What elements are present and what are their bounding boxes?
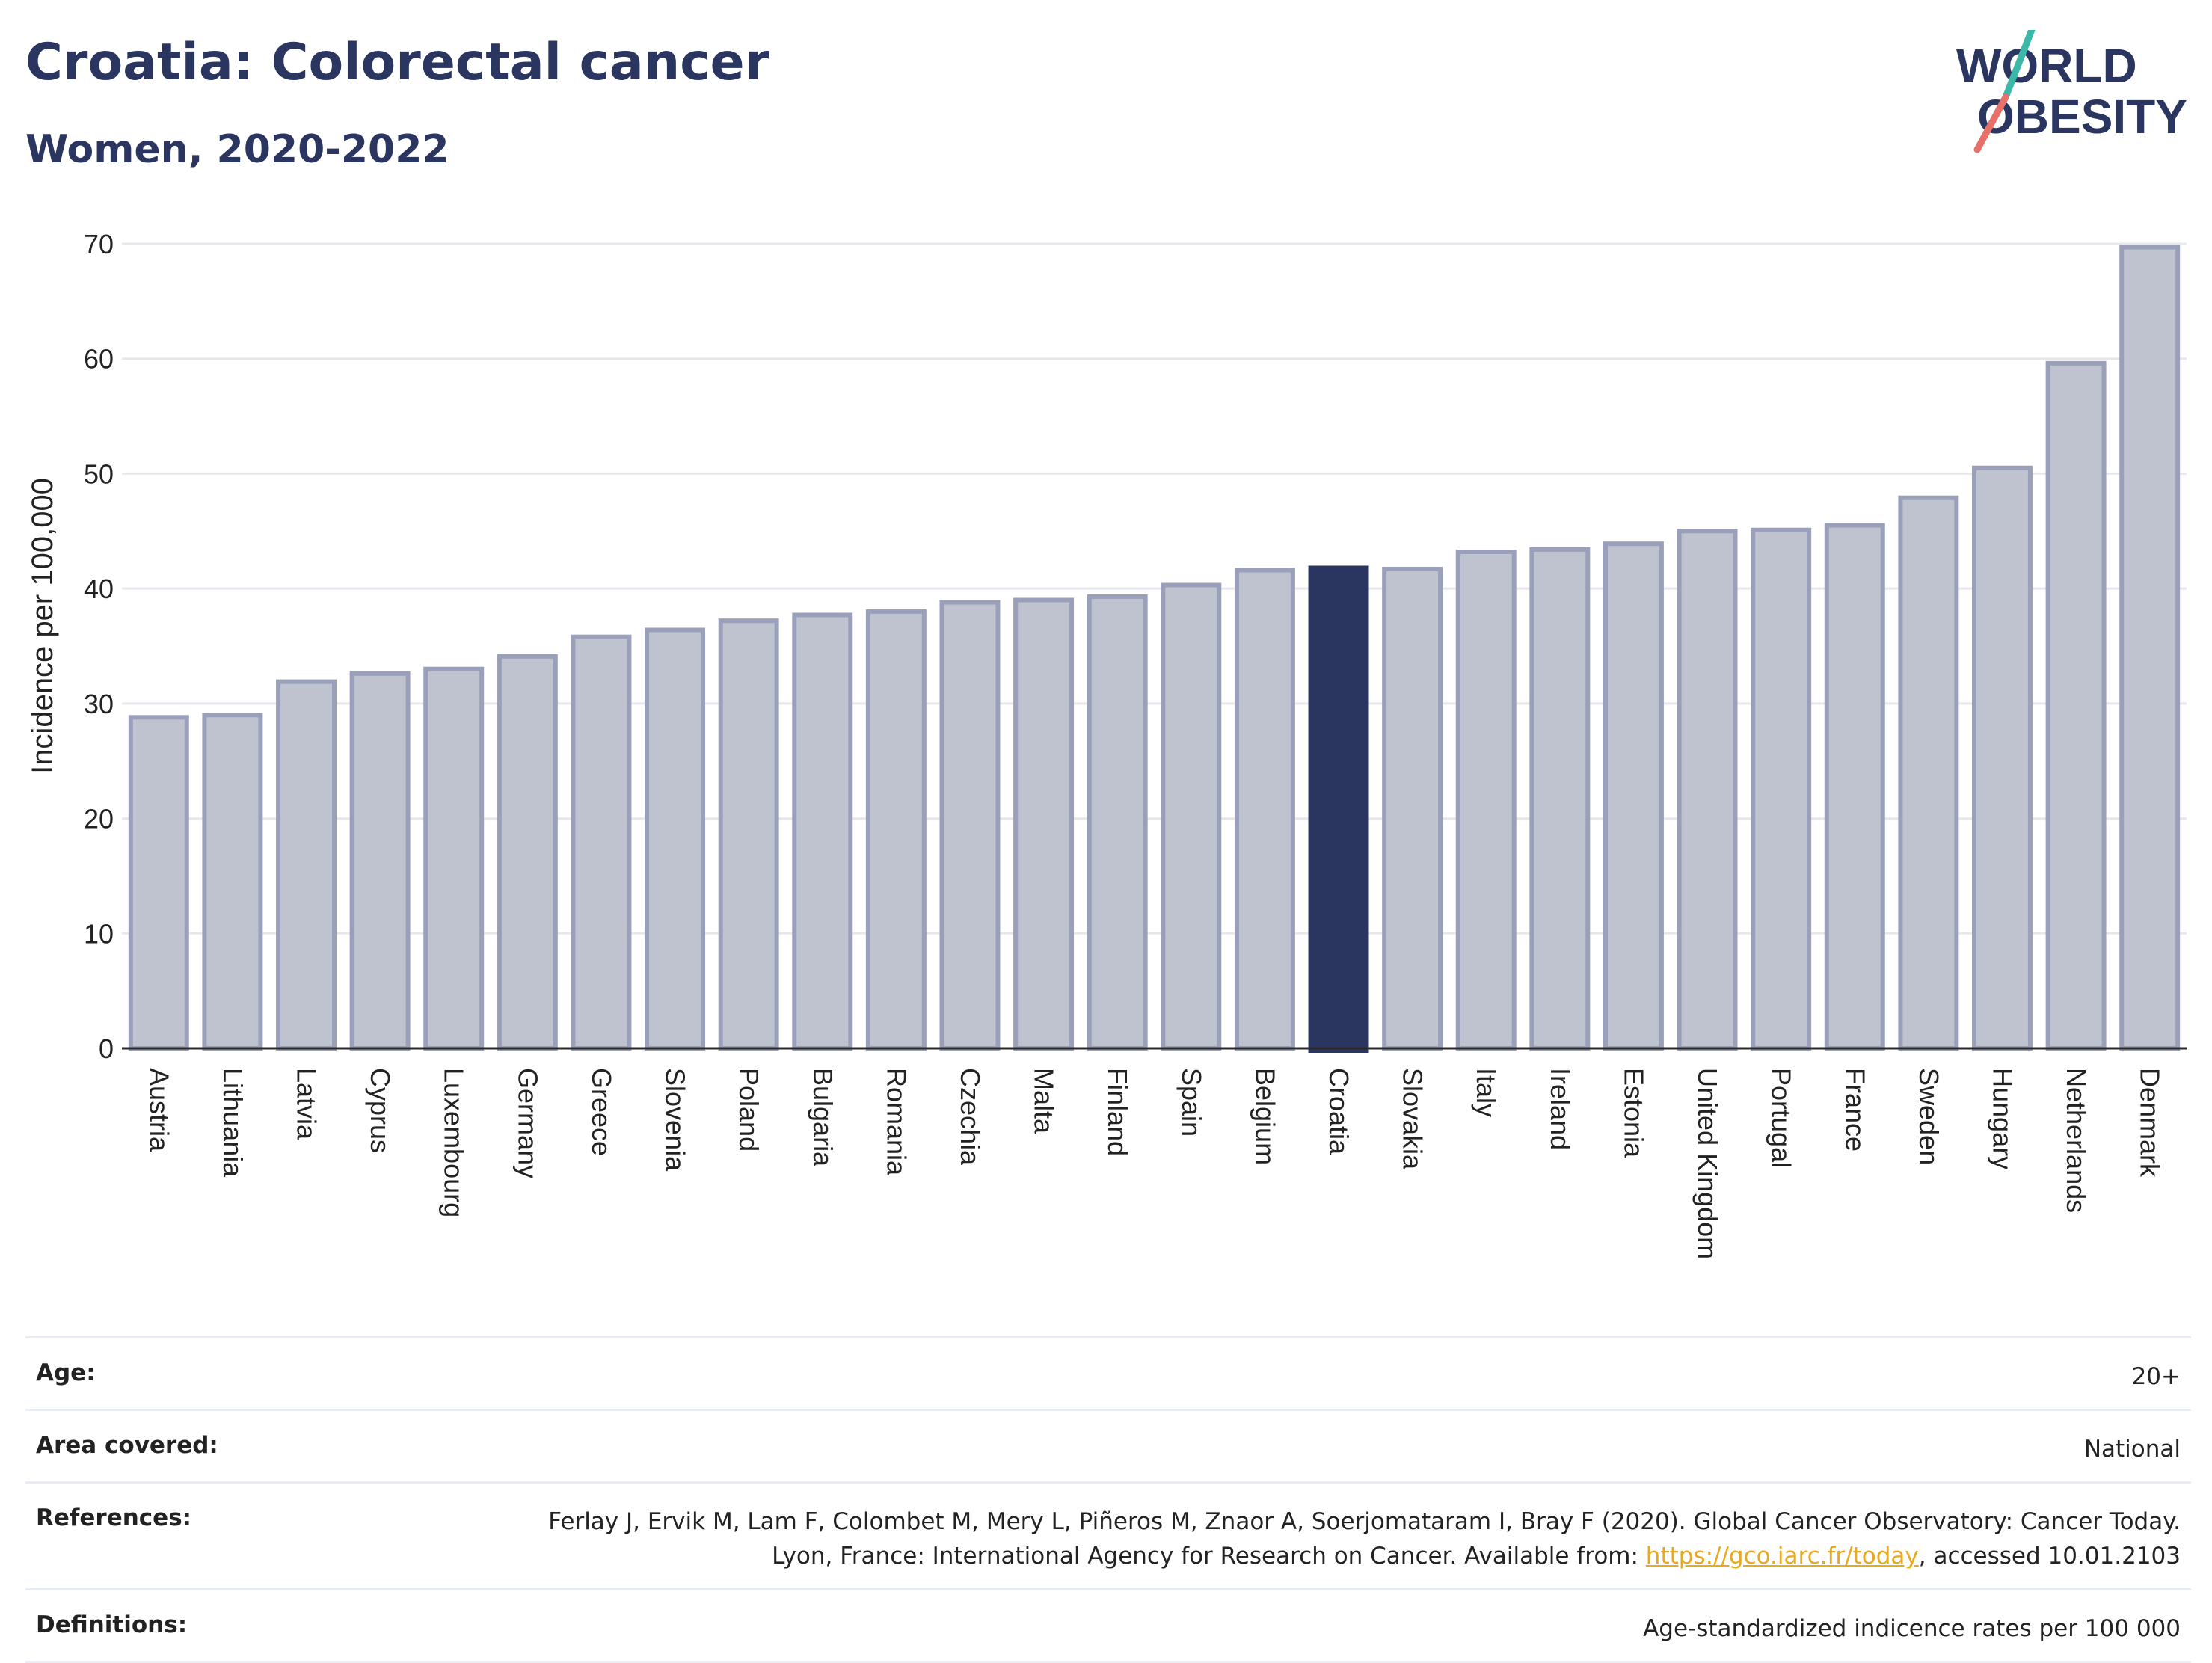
x-tick-label: Austria — [144, 1068, 174, 1152]
bar-denmark — [2119, 245, 2181, 1051]
x-tick-label: Lithuania — [218, 1068, 248, 1178]
y-tick-label: 30 — [84, 689, 114, 719]
definitions-label: Definitions: — [36, 1611, 188, 1638]
references-label: References: — [36, 1504, 192, 1531]
x-tick-label: Italy — [1471, 1068, 1502, 1117]
x-tick-label: Hungary — [1987, 1068, 2018, 1169]
area-value: National — [2083, 1436, 2181, 1463]
bar-spain — [1161, 582, 1222, 1051]
references-text: Ferlay J, Ervik M, Lam F, Colombet M, Me… — [548, 1508, 2181, 1570]
info-table: Age: 20+ Area covered: National Referenc… — [25, 1336, 2191, 1663]
info-row-area: Area covered: National — [25, 1409, 2191, 1481]
logo-line-1: WORLD — [1956, 39, 2137, 93]
x-tick-label: Portugal — [1766, 1068, 1797, 1168]
bar-estonia — [1603, 541, 1664, 1051]
x-tick-label: Latvia — [292, 1068, 322, 1140]
x-tick-label: Malta — [1029, 1068, 1060, 1134]
bar-lithuania — [202, 713, 263, 1051]
bar-romania — [865, 609, 927, 1051]
bar-netherlands — [2045, 360, 2107, 1051]
x-tick-label: Slovenia — [660, 1068, 691, 1172]
bar-luxembourg — [423, 666, 485, 1051]
chart-subtitle: Women, 2020-2022 — [25, 127, 449, 172]
bar-united-kingdom — [1677, 529, 1738, 1051]
bar-germany — [497, 654, 558, 1051]
x-tick-label: Romania — [881, 1068, 912, 1176]
x-tick-label: Luxembourg — [439, 1068, 470, 1217]
bars — [128, 245, 2181, 1053]
y-tick-label: 0 — [99, 1033, 114, 1064]
y-tick-label: 10 — [84, 918, 114, 949]
x-tick-label: Germany — [512, 1068, 543, 1178]
bar-poland — [718, 618, 779, 1051]
x-tick-label: Ireland — [1545, 1068, 1576, 1150]
bar-austria — [128, 715, 189, 1051]
bar-belgium — [1234, 568, 1295, 1051]
bar-ireland — [1529, 547, 1591, 1051]
bar-latvia — [276, 679, 337, 1051]
y-tick-label: 50 — [84, 458, 114, 489]
references-suffix: , accessed 10.01.2103 — [1918, 1543, 2181, 1570]
x-tick-label: Bulgaria — [808, 1068, 838, 1167]
x-tick-label: Finland — [1102, 1068, 1133, 1156]
area-label: Area covered: — [36, 1432, 218, 1459]
x-tick-label: Greece — [586, 1068, 617, 1156]
logo-slash-bottom — [1973, 93, 2009, 153]
x-tick-label: Spain — [1176, 1068, 1207, 1137]
x-tick-label: Slovakia — [1398, 1068, 1428, 1170]
x-tick-label: Cyprus — [365, 1068, 396, 1153]
chart-title: Croatia: Colorectal cancer — [25, 33, 770, 92]
logo-line-2: OBESITY — [1977, 90, 2187, 144]
y-tick-label: 70 — [84, 229, 114, 259]
logo-slash-top — [2002, 30, 2036, 101]
age-value: 20+ — [2131, 1363, 2181, 1390]
x-tick-label: Estonia — [1618, 1068, 1649, 1158]
x-axis-labels: Austria Lithuania Latvia Cyprus Luxembourg Ge… — [144, 1068, 2165, 1259]
references-value: Ferlay J, Ervik M, Lam F, Colombet M, Me… — [535, 1504, 2181, 1573]
definitions-value: Age-standardized indicence rates per 100… — [1643, 1615, 2181, 1642]
bar-malta — [1013, 597, 1075, 1051]
x-tick-label: Croatia — [1324, 1068, 1354, 1155]
x-tick-label: Czechia — [955, 1068, 986, 1166]
bar-bulgaria — [792, 612, 853, 1051]
age-label: Age: — [36, 1359, 96, 1386]
bar-hungary — [1972, 465, 2033, 1051]
x-tick-label: Denmark — [2135, 1068, 2166, 1178]
bar-slovakia — [1382, 567, 1443, 1051]
y-axis-ticks: 0 10 20 30 40 50 60 70 — [84, 229, 114, 1064]
bar-italy — [1455, 549, 1517, 1051]
bar-france — [1824, 523, 1885, 1051]
bar-greece — [571, 634, 632, 1051]
bar-sweden — [1898, 495, 1959, 1051]
x-tick-label: Netherlands — [2061, 1068, 2092, 1213]
bar-portugal — [1751, 527, 1812, 1051]
bar-cyprus — [349, 671, 411, 1051]
info-row-age: Age: 20+ — [25, 1336, 2191, 1409]
info-row-definitions: Definitions: Age-standardized indicence … — [25, 1588, 2191, 1663]
y-tick-label: 20 — [84, 804, 114, 834]
bar-czechia — [939, 600, 1001, 1051]
bar-croatia — [1308, 565, 1369, 1053]
info-row-references: References: Ferlay J, Ervik M, Lam F, Co… — [25, 1481, 2191, 1588]
references-link[interactable]: https://gco.iarc.fr/today — [1645, 1543, 1919, 1570]
bar-slovenia — [645, 627, 706, 1051]
x-tick-label: Belgium — [1250, 1068, 1280, 1165]
y-tick-label: 60 — [84, 344, 114, 375]
x-tick-label: Poland — [734, 1068, 764, 1152]
x-tick-label: United Kingdom — [1692, 1068, 1723, 1259]
y-tick-label: 40 — [84, 574, 114, 604]
bar-chart: 0 10 20 30 40 50 60 70 Austria Lithuania Latvia Cy… — [26, 229, 2187, 1259]
y-axis-label: Incidence per 100,000 — [26, 478, 59, 774]
bar-finland — [1087, 594, 1148, 1051]
world-obesity-logo: WORLD OBESITY — [1956, 30, 2187, 153]
x-tick-label: France — [1840, 1068, 1870, 1152]
x-tick-label: Sweden — [1914, 1068, 1944, 1165]
